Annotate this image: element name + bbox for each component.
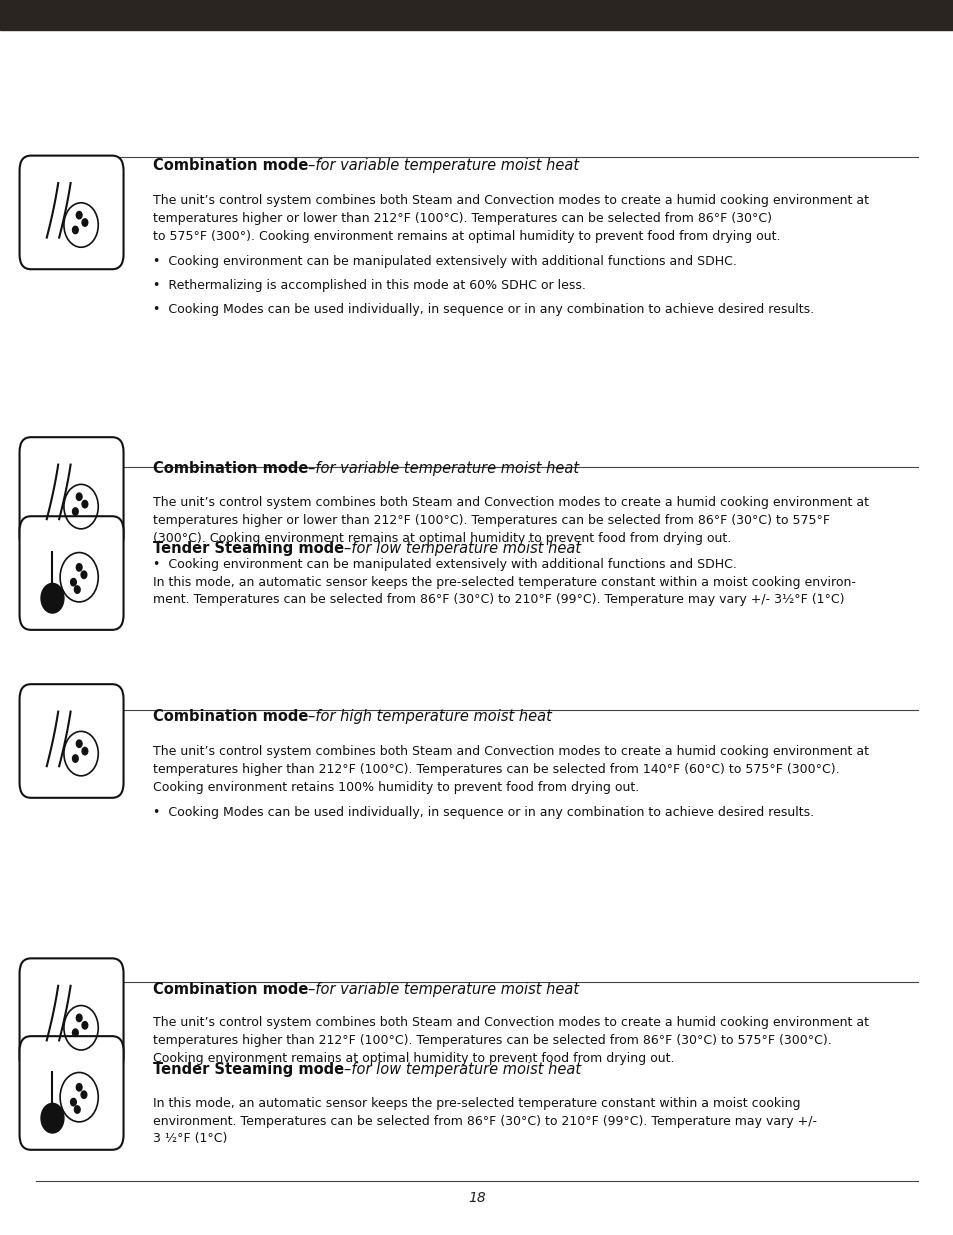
Circle shape	[82, 219, 88, 226]
Circle shape	[74, 585, 80, 593]
Text: Cooking environment remains at optimal humidity to prevent food from drying out.: Cooking environment remains at optimal h…	[152, 1052, 674, 1066]
Text: 18: 18	[468, 1191, 485, 1205]
FancyBboxPatch shape	[19, 1036, 124, 1150]
Text: temperatures higher than 212°F (100°C). Temperatures can be selected from 86°F (: temperatures higher than 212°F (100°C). …	[152, 1035, 830, 1047]
Text: °F 212: °F 212	[68, 605, 91, 611]
Circle shape	[72, 755, 78, 762]
Circle shape	[76, 493, 82, 500]
Text: –for variable temperature moist heat: –for variable temperature moist heat	[308, 461, 578, 475]
Text: ment. Temperatures can be selected from 86°F (30°C) to 210°F (99°C). Temperature: ment. Temperatures can be selected from …	[152, 593, 843, 606]
Circle shape	[82, 1021, 88, 1029]
Text: 3 ½°F (1°C): 3 ½°F (1°C)	[152, 1132, 227, 1146]
Text: •  Rethermalizing is accomplished in this mode at 60% SDHC or less.: • Rethermalizing is accomplished in this…	[152, 279, 585, 293]
Circle shape	[76, 1083, 82, 1091]
Circle shape	[74, 1105, 80, 1113]
FancyBboxPatch shape	[19, 516, 124, 630]
Text: •  Cooking environment can be manipulated extensively with additional functions : • Cooking environment can be manipulated…	[152, 256, 736, 268]
Text: Tender Steaming mode: Tender Steaming mode	[152, 1062, 343, 1077]
Text: °F 212: °F 212	[68, 1125, 91, 1131]
FancyBboxPatch shape	[19, 684, 124, 798]
Text: Tender Steaming mode: Tender Steaming mode	[152, 541, 343, 556]
Text: –for variable temperature moist heat: –for variable temperature moist heat	[308, 158, 578, 173]
Circle shape	[41, 583, 64, 613]
Text: temperatures higher or lower than 212°F (100°C). Temperatures can be selected fr: temperatures higher or lower than 212°F …	[152, 514, 829, 527]
Circle shape	[82, 500, 88, 508]
Circle shape	[71, 1098, 76, 1105]
Text: The unit’s control system combines both Steam and Convection modes to create a h: The unit’s control system combines both …	[152, 1016, 868, 1030]
Text: environment. Temperatures can be selected from 86°F (30°C) to 210°F (99°C). Temp: environment. Temperatures can be selecte…	[152, 1114, 816, 1128]
Text: –for low temperature moist heat: –for low temperature moist heat	[343, 1062, 580, 1077]
Text: °C 100: °C 100	[67, 618, 91, 624]
FancyBboxPatch shape	[19, 156, 124, 269]
FancyBboxPatch shape	[19, 437, 124, 551]
Circle shape	[76, 740, 82, 747]
Text: The unit’s control system combines both Steam and Convection modes to create a h: The unit’s control system combines both …	[152, 194, 868, 207]
Text: –for variable temperature moist heat: –for variable temperature moist heat	[308, 982, 578, 997]
Circle shape	[76, 211, 82, 219]
Circle shape	[71, 578, 76, 585]
Circle shape	[81, 1091, 87, 1098]
Circle shape	[72, 1029, 78, 1036]
Text: •  Cooking Modes can be used individually, in sequence or in any combination to : • Cooking Modes can be used individually…	[152, 304, 813, 316]
Text: •  Cooking environment can be manipulated extensively with additional functions : • Cooking environment can be manipulated…	[152, 558, 736, 571]
FancyBboxPatch shape	[19, 958, 124, 1072]
Text: (300°C). Cooking environment remains at optimal humidity to prevent food from dr: (300°C). Cooking environment remains at …	[152, 532, 730, 546]
Circle shape	[72, 508, 78, 515]
Circle shape	[72, 226, 78, 233]
Text: Combination mode: Combination mode	[152, 709, 308, 724]
Text: temperatures higher than 212°F (100°C). Temperatures can be selected from 140°F : temperatures higher than 212°F (100°C). …	[152, 763, 839, 776]
Text: to 575°F (300°). Cooking environment remains at optimal humidity to prevent food: to 575°F (300°). Cooking environment rem…	[152, 230, 780, 243]
Text: In this mode, an automatic sensor keeps the pre-selected temperature constant wi: In this mode, an automatic sensor keeps …	[152, 1097, 800, 1110]
Text: °C 100: °C 100	[67, 1137, 91, 1144]
Text: temperatures higher or lower than 212°F (100°C). Temperatures can be selected fr: temperatures higher or lower than 212°F …	[152, 212, 771, 225]
Circle shape	[41, 1103, 64, 1132]
Text: Cooking environment retains 100% humidity to prevent food from drying out.: Cooking environment retains 100% humidit…	[152, 781, 639, 794]
Text: •  Cooking Modes can be used individually, in sequence or in any combination to : • Cooking Modes can be used individually…	[152, 805, 813, 819]
Text: Combination mode: Combination mode	[152, 158, 308, 173]
Circle shape	[76, 1014, 82, 1021]
Text: Combination mode: Combination mode	[152, 461, 308, 475]
Text: The unit’s control system combines both Steam and Convection modes to create a h: The unit’s control system combines both …	[152, 745, 868, 758]
Text: –for high temperature moist heat: –for high temperature moist heat	[308, 709, 552, 724]
Bar	[0, 0, 953, 30]
Circle shape	[81, 571, 87, 578]
Circle shape	[76, 563, 82, 571]
Text: –for low temperature moist heat: –for low temperature moist heat	[343, 541, 580, 556]
Text: Combination mode: Combination mode	[152, 982, 308, 997]
Text: The unit’s control system combines both Steam and Convection modes to create a h: The unit’s control system combines both …	[152, 496, 868, 510]
Text: In this mode, an automatic sensor keeps the pre-selected temperature constant wi: In this mode, an automatic sensor keeps …	[152, 576, 855, 589]
Circle shape	[82, 747, 88, 755]
